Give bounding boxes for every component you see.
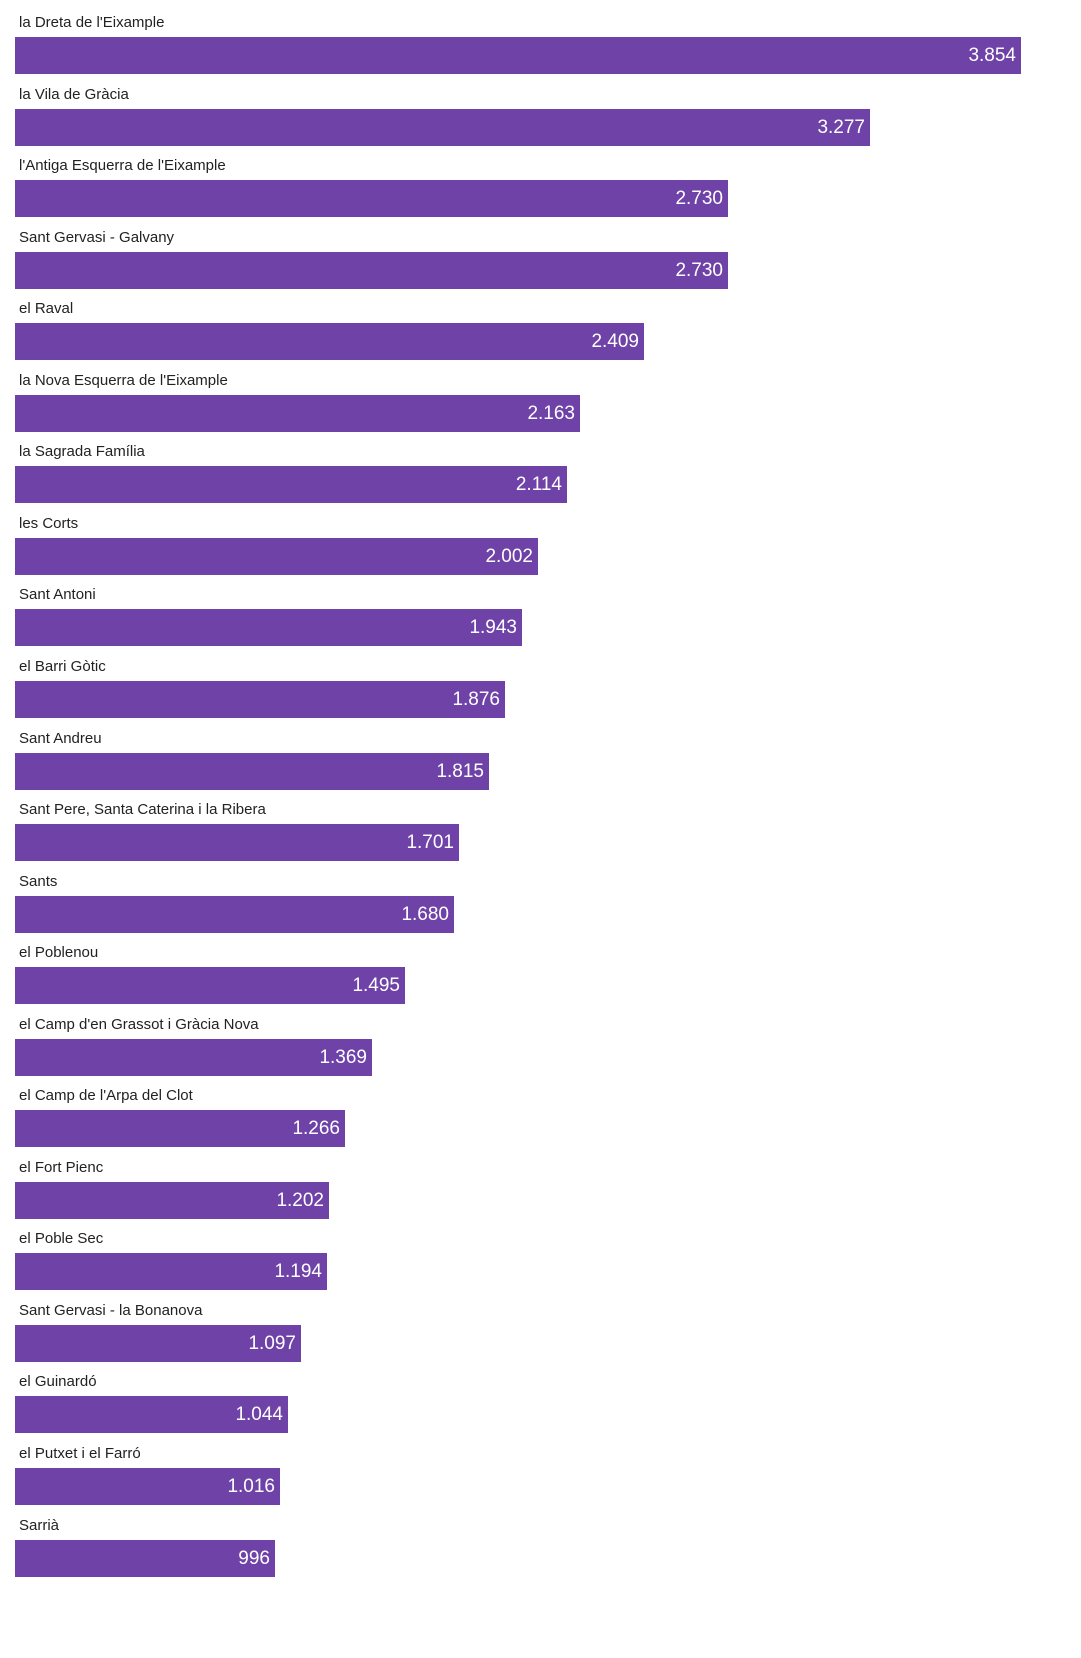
category-label: el Fort Pienc bbox=[19, 1158, 104, 1176]
bar bbox=[15, 1396, 288, 1434]
category-label: el Camp de l'Arpa del Clot bbox=[19, 1087, 193, 1105]
bar-row: el Camp de l'Arpa del Clot 1.266 bbox=[0, 1073, 1081, 1148]
category-label: el Poblenou bbox=[19, 944, 99, 962]
bar bbox=[15, 824, 459, 862]
bar-value-label: 1.266 bbox=[292, 1118, 340, 1140]
bar-row: el Barri Gòtic 1.876 bbox=[0, 644, 1081, 719]
category-label: la Dreta de l'Eixample bbox=[19, 14, 165, 31]
bar-value-label: 1.701 bbox=[406, 832, 454, 854]
bar-row: Sant Gervasi - la Bonanova 1.097 bbox=[0, 1288, 1081, 1363]
category-label: el Guinardó bbox=[19, 1373, 97, 1391]
bar-value-label: 1.194 bbox=[274, 1261, 322, 1283]
bar-value-label: 1.097 bbox=[248, 1332, 296, 1354]
bar bbox=[15, 609, 522, 647]
category-label: Sant Gervasi - la Bonanova bbox=[19, 1301, 203, 1319]
bar-row: el Poblenou 1.495 bbox=[0, 930, 1081, 1005]
bar bbox=[15, 1324, 301, 1362]
category-label: el Camp d'en Grassot i Gràcia Nova bbox=[19, 1015, 259, 1033]
category-label: Sant Gervasi - Galvany bbox=[19, 228, 175, 246]
bar bbox=[15, 537, 538, 575]
bar-value-label: 2.730 bbox=[675, 259, 723, 281]
category-label: el Poble Sec bbox=[19, 1230, 104, 1248]
bar bbox=[15, 680, 505, 718]
bar bbox=[15, 1110, 345, 1148]
bar-row: la Vila de Gràcia 3.277 bbox=[0, 72, 1081, 147]
bar-row: el Guinardó 1.044 bbox=[0, 1359, 1081, 1434]
bar-row: el Fort Pienc 1.202 bbox=[0, 1145, 1081, 1220]
category-label: la Vila de Gràcia bbox=[19, 85, 129, 103]
bar bbox=[15, 323, 644, 361]
bar-value-label: 1.369 bbox=[319, 1046, 367, 1068]
bar-value-label: 1.044 bbox=[235, 1404, 283, 1426]
bar-row: Sarrià 996 bbox=[0, 1503, 1081, 1578]
bar-row: el Camp d'en Grassot i Gràcia Nova 1.369 bbox=[0, 1002, 1081, 1077]
bar-row: Sant Gervasi - Galvany 2.730 bbox=[0, 215, 1081, 290]
bar-row: el Poble Sec 1.194 bbox=[0, 1216, 1081, 1291]
bar-value-label: 1.016 bbox=[227, 1476, 275, 1497]
bar-value-label: 3.854 bbox=[968, 45, 1016, 66]
bar-value-label: 1.495 bbox=[352, 975, 400, 997]
category-label: el Putxet i el Farró bbox=[19, 1445, 141, 1462]
bar bbox=[15, 1539, 275, 1577]
bar-value-label: 1.680 bbox=[401, 903, 449, 925]
bar-row: el Raval 2.409 bbox=[0, 286, 1081, 361]
category-label: el Barri Gòtic bbox=[19, 657, 106, 675]
bar-row: les Corts 2.002 bbox=[0, 501, 1081, 576]
bar bbox=[15, 37, 1021, 74]
bar-row: Sant Andreu 1.815 bbox=[0, 716, 1081, 791]
bar bbox=[15, 1253, 327, 1291]
bar-value-label: 2.409 bbox=[591, 331, 639, 353]
category-label: Sant Antoni bbox=[19, 586, 96, 604]
bar bbox=[15, 394, 580, 432]
bar-row: el Putxet i el Farró 1.016 bbox=[0, 1431, 1081, 1506]
bar-value-label: 2.114 bbox=[515, 474, 562, 496]
category-label: la Sagrada Família bbox=[19, 443, 145, 461]
bar bbox=[15, 180, 728, 218]
bar bbox=[15, 752, 489, 790]
category-label: les Corts bbox=[19, 514, 79, 532]
bar-value-label: 1.815 bbox=[436, 760, 484, 782]
bar-row: Sant Pere, Santa Caterina i la Ribera 1.7… bbox=[0, 787, 1081, 862]
bar-row: la Sagrada Família 2.114 bbox=[0, 429, 1081, 504]
bar bbox=[15, 967, 405, 1005]
bar bbox=[15, 1468, 280, 1505]
category-label: l'Antiga Esquerra de l'Eixample bbox=[19, 157, 226, 175]
category-label: la Nova Esquerra de l'Eixample bbox=[19, 371, 228, 389]
bar-value-label: 996 bbox=[238, 1547, 270, 1569]
bar bbox=[15, 1038, 372, 1076]
bar-row: Sant Antoni 1.943 bbox=[0, 572, 1081, 647]
bar-row: la Dreta de l'Eixample 3.854 bbox=[0, 0, 1081, 75]
category-label: Sant Andreu bbox=[19, 729, 102, 747]
bar-value-label: 2.730 bbox=[675, 188, 723, 210]
bar bbox=[15, 1181, 329, 1219]
category-label: Sarrià bbox=[19, 1516, 60, 1534]
category-label: Sants bbox=[19, 872, 58, 890]
bar-value-label: 2.002 bbox=[485, 545, 533, 567]
bar bbox=[15, 108, 870, 146]
bar-row: l'Antiga Esquerra de l'Eixample 2.730 bbox=[0, 143, 1081, 218]
bar-value-label: 1.202 bbox=[276, 1189, 324, 1211]
bar-value-label: 3.277 bbox=[817, 116, 865, 138]
bar-value-label: 1.876 bbox=[452, 688, 500, 710]
bar bbox=[15, 251, 728, 289]
bar-row: la Nova Esquerra de l'Eixample 2.163 bbox=[0, 358, 1081, 433]
bar-row: Sants 1.680 bbox=[0, 859, 1081, 934]
category-label: Sant Pere, Santa Caterina i la Ribera bbox=[19, 801, 266, 819]
bar-value-label: 2.163 bbox=[527, 402, 575, 424]
category-label: el Raval bbox=[19, 300, 74, 318]
bar bbox=[15, 895, 454, 933]
bar bbox=[15, 466, 567, 504]
bar-value-label: 1.943 bbox=[469, 617, 517, 639]
